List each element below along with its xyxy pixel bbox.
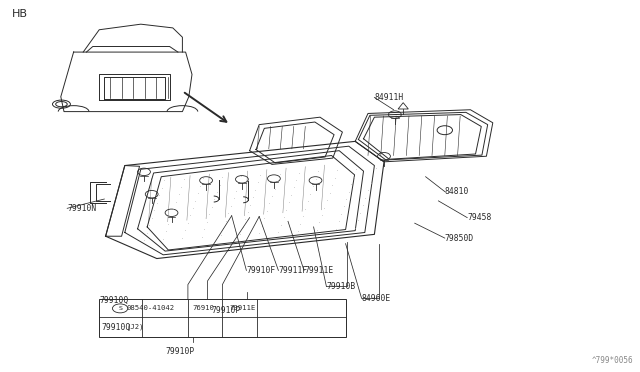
Text: 84911H: 84911H xyxy=(374,93,404,102)
Text: 79910P: 79910P xyxy=(211,306,241,315)
Text: 79911E: 79911E xyxy=(230,305,256,311)
Text: 79910Q: 79910Q xyxy=(101,323,131,331)
Text: 84810: 84810 xyxy=(445,187,469,196)
Text: 84960E: 84960E xyxy=(362,294,391,303)
Text: 79910Q: 79910Q xyxy=(99,296,129,305)
Text: ^799*0056: ^799*0056 xyxy=(592,356,634,365)
Text: HB: HB xyxy=(12,9,28,19)
Text: 79911F: 79911F xyxy=(278,266,308,275)
Text: 79458: 79458 xyxy=(467,213,492,222)
Text: 79910N: 79910N xyxy=(67,204,97,213)
Text: 08540-41042: 08540-41042 xyxy=(126,305,175,311)
Text: 79850D: 79850D xyxy=(445,234,474,243)
Text: (J2): (J2) xyxy=(126,324,144,330)
Bar xyxy=(99,299,346,337)
Text: 76910: 76910 xyxy=(193,305,214,311)
Text: 79910F: 79910F xyxy=(246,266,276,275)
Text: 79911E: 79911E xyxy=(304,266,333,275)
Text: S: S xyxy=(118,306,122,311)
Text: 79910P: 79910P xyxy=(166,347,195,356)
Text: 79910B: 79910B xyxy=(326,282,356,291)
